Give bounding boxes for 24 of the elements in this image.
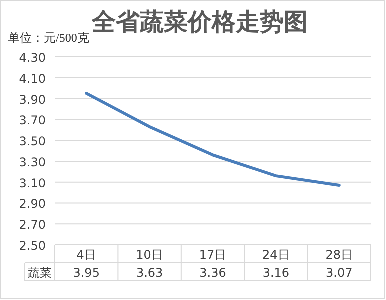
y-tick-label: 3.50 xyxy=(19,134,46,149)
line-series xyxy=(85,92,341,187)
text: 蔬菜 xyxy=(28,266,52,280)
y-tick-label: 3.70 xyxy=(19,114,46,128)
data-label: 3.63 xyxy=(136,266,164,280)
data-label: 3.95 xyxy=(73,266,100,280)
y-tick-label: 3.30 xyxy=(19,155,46,170)
data-label: 3.36 xyxy=(200,266,226,280)
y-tick-label: 3.90 xyxy=(19,92,46,107)
x-tick-label: 24日 xyxy=(262,248,290,262)
x-tick-label: 10日 xyxy=(136,248,164,262)
x-tick-label: 17日 xyxy=(199,248,227,262)
y-tick-label: 2.90 xyxy=(19,197,46,212)
y-tick-label: 2.70 xyxy=(19,218,46,232)
y-tick-label: 4.10 xyxy=(19,72,46,86)
y-tick-label: 4.30 xyxy=(19,51,46,65)
x-tick-label: 28日 xyxy=(326,248,354,262)
data-label: 3.16 xyxy=(262,266,290,280)
x-tick-label: 4日 xyxy=(76,248,96,262)
y-tick-label: 3.10 xyxy=(19,176,46,190)
y-tick-label: 2.50 xyxy=(19,239,46,253)
chart-title: 全省蔬菜价格走势图 xyxy=(91,8,308,36)
data-label: 3.07 xyxy=(326,266,353,280)
y-axis-title: 单位：元/500克 xyxy=(8,31,90,45)
